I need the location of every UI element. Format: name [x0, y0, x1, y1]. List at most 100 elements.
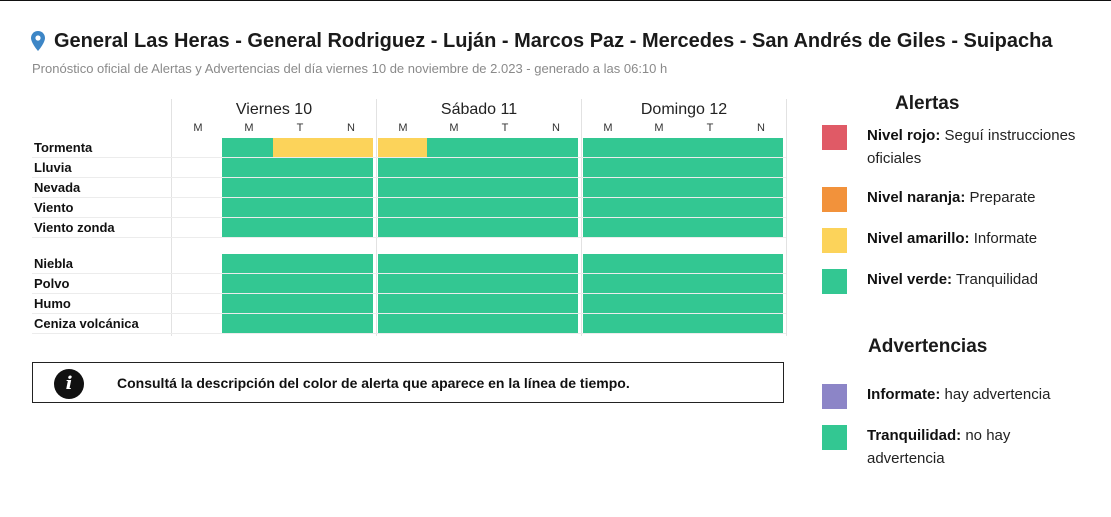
- legend-item-tranquilidad: Tranquilidad: no hay advertencia: [867, 427, 1011, 467]
- slot-label: M: [654, 122, 664, 134]
- timeline-cell-verde: [427, 254, 478, 273]
- timeline-cell-verde: [378, 158, 427, 177]
- timeline-cell-verde: [632, 294, 683, 313]
- timeline-cell-verde: [324, 178, 373, 197]
- timeline-cell-verde: [427, 198, 478, 217]
- timeline-cell-verde: [529, 218, 578, 237]
- slot-label: M: [244, 122, 254, 134]
- row-label: Viento zonda: [34, 220, 115, 235]
- timeline-cell-verde: [529, 254, 578, 273]
- top-border: [0, 0, 1111, 1]
- row-divider: [32, 237, 786, 238]
- timeline-cell-verde: [378, 178, 427, 197]
- timeline-cell-verde: [683, 138, 734, 157]
- legend-swatch-naranja: [822, 187, 847, 212]
- timeline-cell-verde: [427, 274, 478, 293]
- page-title: General Las Heras - General Rodriguez - …: [54, 29, 1053, 52]
- info-text: Consultá la descripción del color de ale…: [117, 375, 630, 391]
- legend-swatch-amarillo: [822, 228, 847, 253]
- slot-label: M: [398, 122, 408, 134]
- timeline-cell-verde: [427, 314, 478, 333]
- row-label: Polvo: [34, 276, 70, 291]
- timeline-cell-verde: [683, 178, 734, 197]
- timeline-cell-verde: [427, 218, 478, 237]
- timeline-cell-verde: [683, 294, 734, 313]
- advertencias-legend-title: Advertencias: [868, 336, 988, 357]
- slot-label: T: [706, 122, 714, 134]
- timeline-cell-verde: [427, 158, 478, 177]
- slot-label: N: [757, 122, 765, 134]
- legend-item-naranja: Nivel naranja: Preparate: [867, 189, 1036, 206]
- slot-label: N: [552, 122, 560, 134]
- timeline-cell-verde: [529, 274, 578, 293]
- info-icon: i: [54, 369, 84, 399]
- row-divider: [32, 177, 786, 178]
- timeline-cell-verde: [583, 198, 632, 217]
- timeline-cell-verde: [273, 158, 324, 177]
- day-separator: [786, 99, 787, 336]
- timeline-cell-verde: [734, 178, 783, 197]
- legend-swatch-violeta: [822, 384, 847, 409]
- timeline-cell-verde: [273, 294, 324, 313]
- legend-item-rojo: Nivel rojo: Seguí instrucciones oficiale…: [867, 127, 1076, 167]
- day-label: Sábado 11: [440, 101, 518, 118]
- timeline-cell-verde: [324, 254, 373, 273]
- timeline-cell-verde: [478, 158, 529, 177]
- timeline-cell-verde: [632, 198, 683, 217]
- timeline-cell-verde: [222, 314, 273, 333]
- slot-label: M: [449, 122, 459, 134]
- timeline-cell-verde: [222, 218, 273, 237]
- timeline-cell-verde: [222, 254, 273, 273]
- slot-label: M: [603, 122, 613, 134]
- timeline-cell-verde: [632, 254, 683, 273]
- timeline-cell-verde: [734, 198, 783, 217]
- timeline-cell-amarillo: [378, 138, 427, 157]
- row-label: Ceniza volcánica: [34, 316, 139, 331]
- timeline-cell-verde: [427, 294, 478, 313]
- timeline-cell-verde: [583, 218, 632, 237]
- timeline-cell-verde: [478, 138, 529, 157]
- row-divider: [32, 333, 786, 334]
- timeline-cell-verde: [222, 274, 273, 293]
- timeline-cell-verde: [583, 178, 632, 197]
- timeline-cell-verde: [529, 178, 578, 197]
- slot-label: M: [193, 122, 203, 134]
- timeline-cell-verde: [632, 314, 683, 333]
- row-label: Humo: [34, 296, 71, 311]
- timeline-cell-amarillo: [273, 138, 324, 157]
- alertas-legend-title: Alertas: [895, 93, 960, 114]
- row-label: Niebla: [34, 256, 74, 271]
- timeline-cell-verde: [222, 158, 273, 177]
- row-divider: [32, 313, 786, 314]
- legend-swatch-verde: [822, 269, 847, 294]
- day-label: Domingo 12: [640, 101, 728, 118]
- timeline-cell-verde: [273, 178, 324, 197]
- legend-swatch-rojo: [822, 125, 847, 150]
- timeline-cell-verde: [632, 218, 683, 237]
- timeline-cell-verde: [324, 218, 373, 237]
- timeline-cell-verde: [583, 254, 632, 273]
- forecast-subtitle: Pronóstico oficial de Alertas y Adverten…: [32, 61, 668, 76]
- legend-item-verde: Nivel verde: Tranquilidad: [867, 271, 1038, 288]
- timeline-cell-verde: [222, 138, 273, 157]
- timeline-cell-verde: [478, 274, 529, 293]
- timeline-cell-amarillo: [324, 138, 373, 157]
- timeline-cell-verde: [734, 274, 783, 293]
- timeline-cell-verde: [632, 178, 683, 197]
- timeline-cell-verde: [273, 274, 324, 293]
- location-pin-icon: [31, 31, 45, 51]
- timeline-cell-verde: [378, 198, 427, 217]
- timeline-cell-verde: [378, 314, 427, 333]
- timeline-cell-verde: [583, 138, 632, 157]
- timeline-cell-verde: [583, 158, 632, 177]
- row-label: Tormenta: [34, 140, 93, 155]
- timeline-cell-verde: [734, 294, 783, 313]
- timeline-cell-verde: [478, 198, 529, 217]
- timeline-cell-verde: [378, 254, 427, 273]
- timeline-cell-verde: [583, 314, 632, 333]
- timeline-cell-verde: [273, 218, 324, 237]
- timeline-cell-verde: [529, 294, 578, 313]
- slot-label: N: [347, 122, 355, 134]
- timeline-cell-verde: [478, 314, 529, 333]
- row-divider: [32, 273, 786, 274]
